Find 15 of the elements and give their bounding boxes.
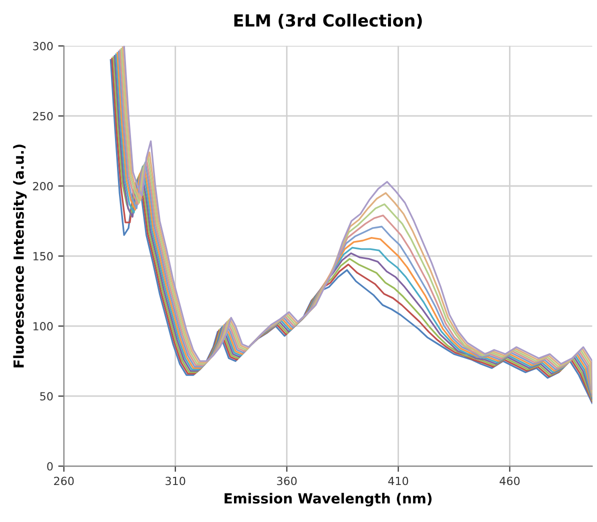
y-tick-label: 50	[40, 392, 53, 400]
y-tick-label: 0	[47, 462, 53, 471]
x-axis-title: Emission Wavelength (nm)	[224, 492, 432, 506]
x-tick-label: 460	[500, 476, 520, 486]
y-tick-label: 150	[33, 252, 53, 260]
x-tick-label: 260	[54, 476, 74, 486]
y-tick-label: 250	[33, 112, 53, 120]
y-tick-label: 200	[33, 182, 53, 190]
x-tick-label: 310	[166, 476, 186, 486]
y-axis-title: Fluorescence Intensity (a.u.)	[13, 144, 27, 368]
x-tick-label: 360	[277, 476, 297, 486]
x-tick-label: 410	[388, 476, 408, 486]
y-tick-label: 100	[33, 322, 53, 330]
chart-title: ELM (3rd Collection)	[234, 14, 422, 29]
y-tick-label: 300	[33, 42, 53, 50]
